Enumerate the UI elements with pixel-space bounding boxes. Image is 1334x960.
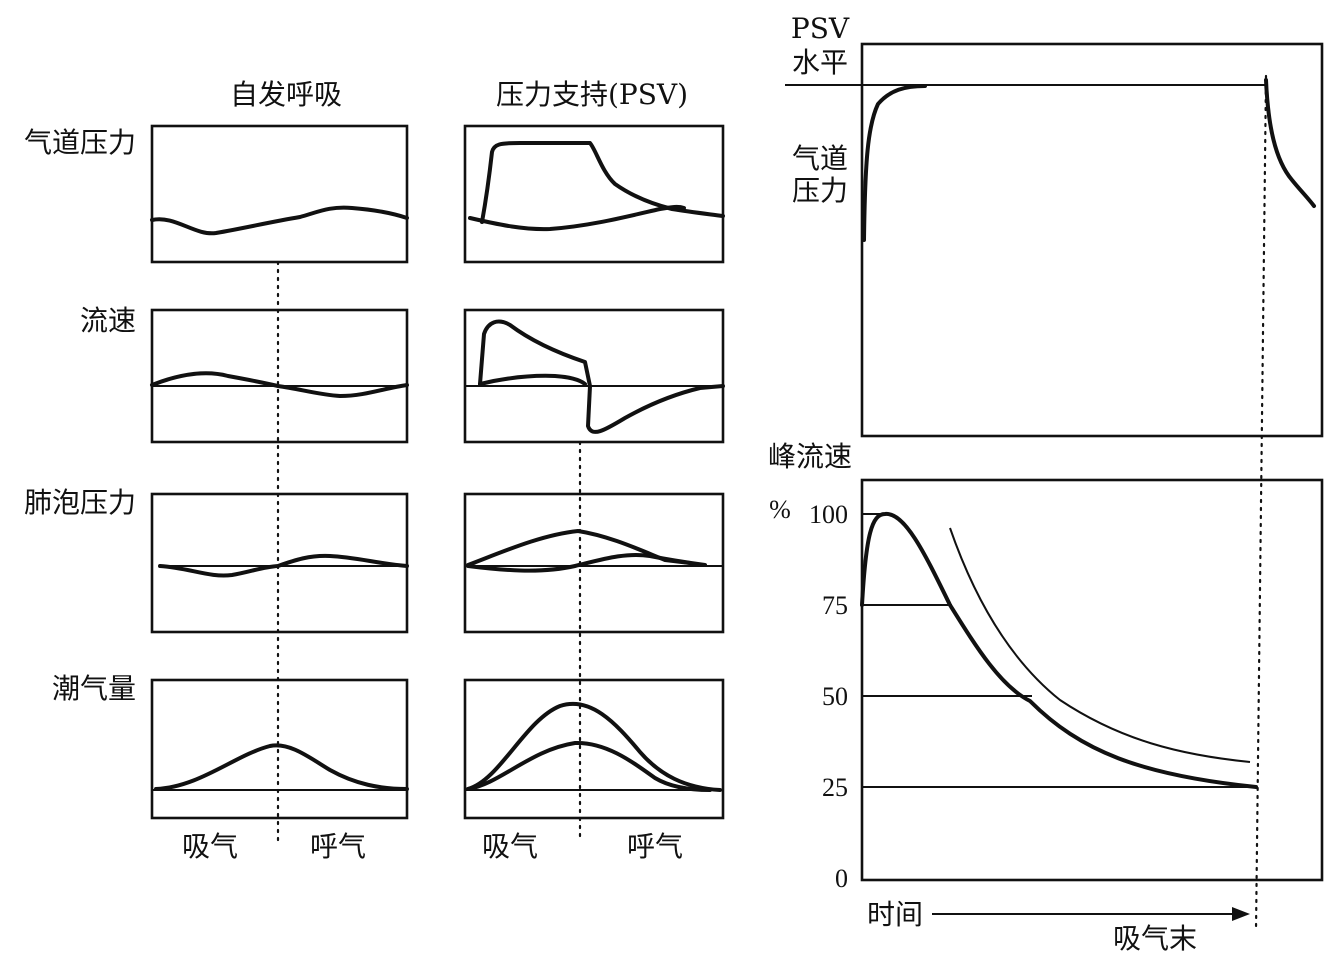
panel-psv-tidal-volume (463, 678, 725, 820)
panel-spontaneous-airway-pressure (150, 124, 409, 264)
psv-expiration-label: 呼气 (627, 830, 683, 863)
spontaneous-airway-pressure-curve (150, 205, 409, 236)
psv-level-label-line1: PSV (791, 12, 850, 45)
time-axis-label: 时间 (867, 898, 923, 931)
spontaneous-flow-curve (150, 371, 409, 398)
psv-alveolar-pressure-curve (466, 529, 692, 567)
psv-level-label-line2: 水平 (792, 46, 848, 79)
flow-decay-reference-curve (949, 527, 1251, 763)
spontaneous-inspiration-label: 吸气 (182, 830, 238, 863)
airway-pressure-rise-curve (862, 84, 927, 242)
y-tick-label: 50 (822, 682, 848, 711)
panel-airway-pressure (860, 42, 1324, 438)
psv-tidal-volume-spontaneous-overlay (466, 740, 712, 792)
time-axis-arrowhead (1232, 907, 1250, 921)
psv-inspiration-label: 吸气 (482, 830, 538, 863)
panel-spontaneous-flow (150, 308, 409, 444)
percent-label: % (769, 495, 791, 524)
y-tick-label: 0 (835, 864, 848, 893)
psv-alveolar-spontaneous-overlay (466, 552, 707, 573)
peak-flow-label: 峰流速 (768, 440, 852, 473)
panel-flow-chart (860, 478, 1324, 882)
panel-spontaneous-alveolar-pressure (150, 492, 409, 634)
row-label-tidal-volume: 潮气量 (52, 672, 136, 705)
psv-flow-curve (478, 319, 725, 434)
spontaneous-tidal-volume-curve (154, 743, 409, 791)
y-tick-label: 75 (822, 591, 848, 620)
psv-tidal-volume-curve (466, 701, 722, 792)
flow-decay-curve (860, 512, 1258, 789)
airway-pressure-fall-curve (1264, 78, 1316, 208)
psv-flow-spontaneous-overlay (478, 373, 587, 386)
panel-psv-airway-pressure (463, 124, 725, 264)
psv-airway-pressure-curve (480, 141, 725, 224)
y-tick-label: 25 (822, 773, 848, 802)
row-label-flow: 流速 (80, 304, 136, 337)
panel-psv-alveolar-pressure (463, 492, 725, 634)
row-label-airway-pressure: 气道压力 (24, 126, 136, 159)
row-label-alveolar-pressure: 肺泡压力 (24, 486, 136, 519)
right-airway-label-line2: 压力 (792, 174, 848, 207)
end-inspiration-label: 吸气末 (1113, 922, 1197, 955)
panel-psv-flow (463, 308, 725, 444)
psv-airway-baseline-curve (468, 204, 686, 232)
column-title-psv: 压力支持(PSV) (496, 78, 688, 111)
column-title-spontaneous: 自发呼吸 (230, 78, 342, 111)
end-inspiration-dotted-line (1254, 74, 1268, 932)
spontaneous-expiration-label: 呼气 (310, 830, 366, 863)
right-airway-label-line1: 气道 (792, 142, 848, 175)
y-tick-label: 100 (809, 500, 848, 529)
panel-spontaneous-tidal-volume (150, 678, 409, 820)
